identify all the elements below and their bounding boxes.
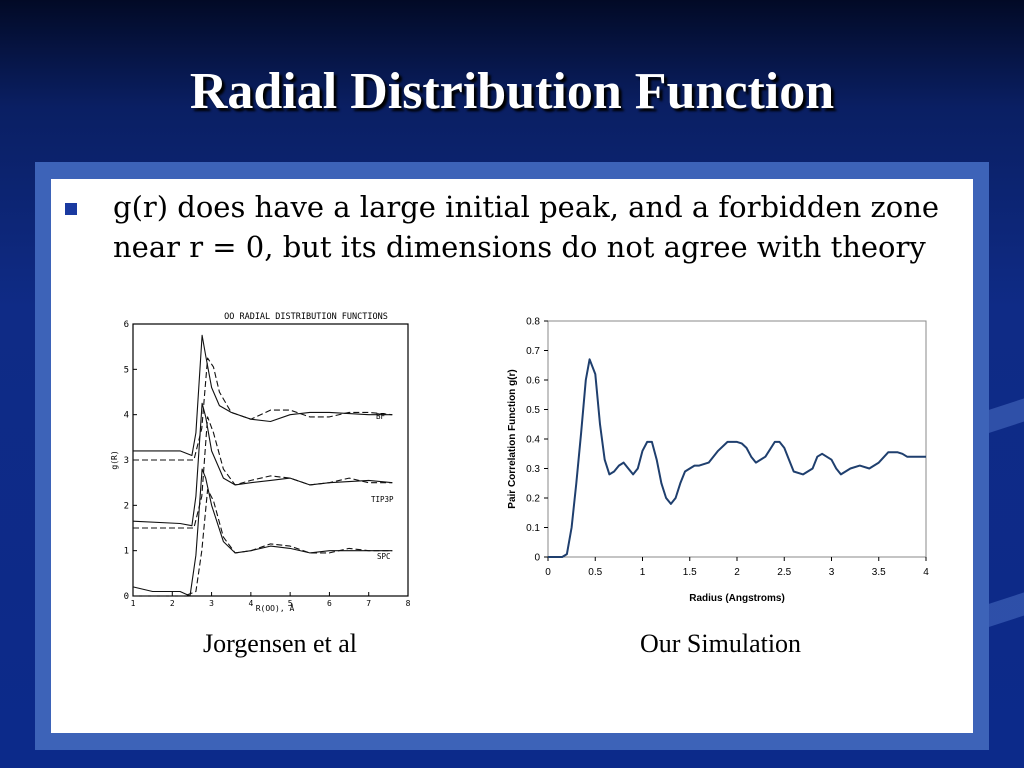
x-tick-label: 3 — [209, 599, 214, 608]
x-tick-label: 5 — [288, 599, 293, 608]
jorgensen-chart-svg: OO RADIAL DISTRIBUTION FUNCTIONS g(R) R(… — [110, 312, 411, 613]
x-tick-label: 2 — [734, 567, 740, 578]
plot-frame — [547, 320, 927, 558]
x-ticks: 0 0.5 1 1.5 2 2.5 3 3.5 4 — [545, 557, 929, 578]
series-line-bf-dashed — [133, 357, 393, 461]
y-tick-label: 0.4 — [526, 435, 540, 446]
simulation-chart-svg: 0 0.5 1 1.5 2 2.5 3 3.5 4 0 0.1 0.2 0.3 0.4 0.5 0.6 0.7… — [507, 317, 929, 605]
series-line-gr — [548, 358, 926, 558]
simulation-chart: 0 0.5 1 1.5 2 2.5 3 3.5 4 0 0.1 0.2 0.3 0.4 0.5 0.6 0.7… — [491, 307, 931, 622]
y-tick-label: 0 — [124, 592, 129, 602]
x-tick-label: 0.5 — [588, 567, 602, 578]
x-tick-label: 1 — [640, 567, 646, 578]
y-tick-label: 5 — [124, 365, 129, 375]
series-line-bf-solid — [133, 334, 393, 457]
y-tick-label: 0.8 — [526, 317, 540, 328]
y-tick-label: 3 — [124, 456, 129, 466]
y-tick-label: 4 — [124, 411, 129, 421]
x-tick-label: 7 — [366, 599, 371, 608]
bullet-text: g(r) does have a large initial peak, and… — [113, 190, 940, 264]
y-axis-label: g(R) — [111, 450, 119, 469]
x-tick-label: 6 — [327, 599, 332, 608]
series-line-spc-solid — [132, 468, 393, 597]
caption-right: Our Simulation — [640, 629, 802, 658]
content-frame: g(r) does have a large initial peak, and… — [35, 162, 989, 750]
slide-title: Radial Distribution Function — [189, 63, 835, 120]
caption-left: Jorgensen et al — [203, 629, 358, 658]
x-tick-label: 2 — [170, 599, 175, 608]
x-tick-label: 0 — [545, 567, 551, 578]
y-tick-label: 1 — [124, 547, 129, 557]
x-tick-label: 1.5 — [683, 567, 697, 578]
x-tick-label: 3.5 — [872, 567, 886, 578]
x-tick-label: 4 — [923, 567, 929, 578]
series-line-spc-dashed — [133, 488, 393, 597]
x-axis-label: R(OO), Å — [256, 602, 295, 613]
y-ticks: 0 1 2 3 4 5 6 — [124, 320, 137, 602]
y-tick-label: 0 — [534, 553, 540, 564]
x-ticks: 1 2 3 4 5 6 7 8 — [131, 592, 411, 608]
y-ticks: 0 0.1 0.2 0.3 0.4 0.5 0.6 0.7 0.8 — [526, 317, 548, 564]
content-panel: g(r) does have a large initial peak, and… — [51, 179, 973, 733]
y-tick-label: 0.5 — [526, 405, 540, 416]
y-tick-label: 2 — [124, 501, 129, 511]
x-tick-label: 8 — [406, 599, 411, 608]
jorgensen-chart: OO RADIAL DISTRIBUTION FUNCTIONS g(R) R(… — [110, 305, 431, 620]
y-tick-label: 0.3 — [526, 464, 540, 475]
y-axis-label: Pair Correlation Function g(r) — [507, 369, 518, 508]
x-tick-label: 4 — [248, 599, 253, 608]
square-bullet-icon — [65, 203, 77, 215]
x-tick-label: 2.5 — [777, 567, 791, 578]
chart-title: OO RADIAL DISTRIBUTION FUNCTIONS — [224, 312, 388, 322]
y-tick-label: 0.2 — [526, 494, 540, 505]
x-tick-label: 3 — [829, 567, 835, 578]
y-tick-label: 6 — [124, 320, 129, 330]
series-label-spc: SPC — [377, 552, 391, 561]
series-line-tip3p-solid — [132, 402, 393, 527]
series-label-tip3p: TIP3P — [371, 495, 394, 504]
series-line-tip3p-dashed — [133, 416, 393, 529]
y-tick-label: 0.1 — [526, 523, 540, 534]
y-tick-label: 0.7 — [526, 346, 540, 357]
series-label-bf: BF — [376, 412, 386, 421]
series-lines — [132, 334, 393, 597]
y-tick-label: 0.6 — [526, 376, 540, 387]
series-lines — [548, 358, 926, 558]
x-tick-label: 1 — [131, 599, 136, 608]
x-axis-label: Radius (Angstroms) — [689, 593, 785, 604]
